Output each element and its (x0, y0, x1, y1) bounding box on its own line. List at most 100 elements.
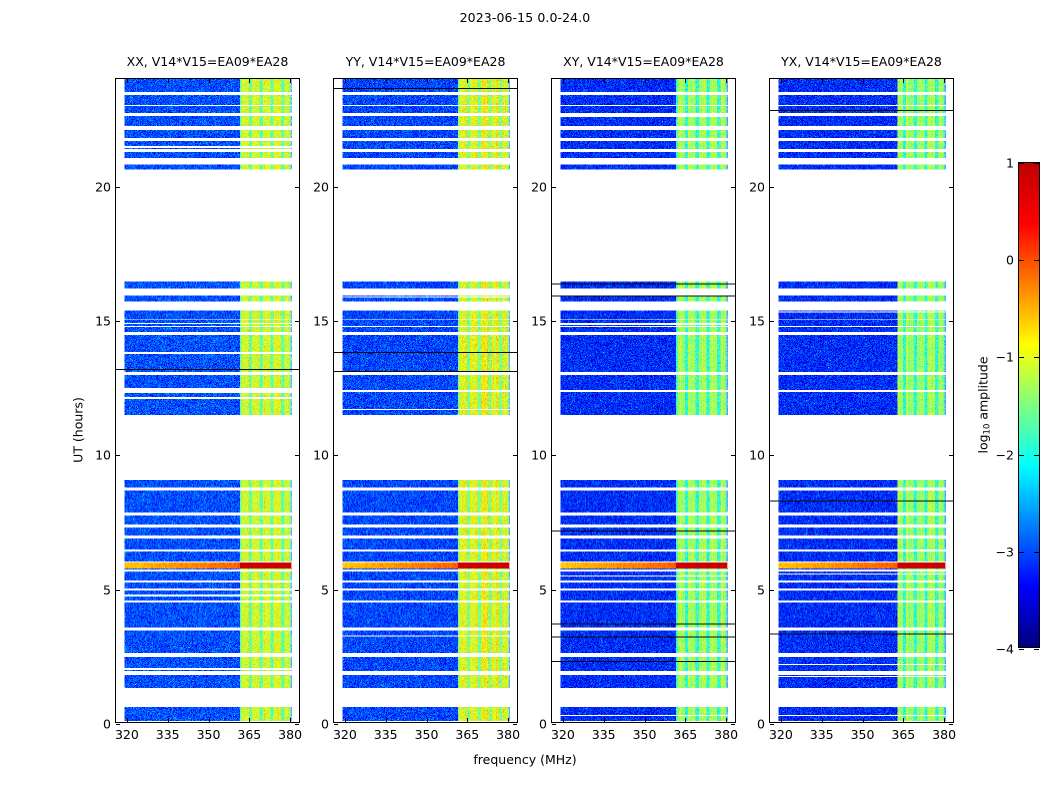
y-tick (949, 455, 953, 457)
x-tick (126, 718, 128, 722)
colorbar-label-prefix: log (975, 434, 991, 454)
x-axis-label: frequency (MHz) (473, 752, 577, 767)
y-tick (731, 724, 735, 725)
x-tick-label: 365 (673, 727, 698, 742)
x-tick (167, 718, 169, 722)
y-tick (513, 455, 517, 457)
x-tick (562, 718, 564, 722)
y-tick (513, 320, 517, 322)
x-tick (944, 718, 946, 722)
colorbar-tick (1034, 649, 1039, 650)
y-tick-label: 0 (757, 716, 765, 732)
x-tick-label: 320 (332, 727, 357, 742)
x-tick (821, 718, 823, 722)
y-tick-label: 20 (749, 179, 765, 194)
y-tick (334, 320, 338, 322)
y-tick (116, 589, 120, 591)
y-tick-label: 5 (103, 582, 111, 598)
y-tick (552, 589, 556, 591)
y-tick-label: 5 (757, 582, 765, 598)
x-tick-label: 365 (891, 727, 916, 742)
y-tick (552, 724, 556, 725)
panel-xx: XX, V14*V15=EA09*EA28 0 5 10 15 20 320 335 350 3… (95, 54, 302, 742)
colorbar-tick (1034, 260, 1039, 262)
y-tick (334, 589, 338, 591)
y-tick-label: 15 (749, 313, 765, 329)
y-tick-label: 20 (313, 179, 329, 194)
y-tick-label: 20 (531, 179, 547, 194)
y-tick (949, 724, 953, 725)
y-tick-label: 0 (539, 716, 547, 732)
colorbar-tick-label: 0 (1006, 252, 1014, 268)
x-tick (467, 718, 469, 722)
x-tick (644, 79, 646, 83)
colorbar-tick (1034, 551, 1039, 553)
x-tick (685, 79, 687, 83)
x-tick-label: 365 (455, 727, 480, 742)
x-tick-label: 380 (714, 727, 739, 742)
y-tick (731, 455, 735, 457)
x-tick (603, 718, 605, 722)
x-tick-label: 350 (632, 727, 657, 742)
y-tick (731, 320, 735, 322)
y-tick (770, 455, 774, 457)
x-tick (385, 718, 387, 722)
x-tick (726, 718, 728, 722)
y-tick (334, 186, 338, 188)
x-tick-label: 380 (278, 727, 303, 742)
x-tick (562, 79, 564, 83)
y-tick (770, 320, 774, 322)
x-tick (208, 718, 210, 722)
panel-title-yy: YY, V14*V15=EA09*EA28 (345, 54, 506, 69)
x-tick (821, 79, 823, 83)
y-tick-label: 5 (321, 582, 329, 598)
x-tick (685, 718, 687, 722)
x-tick (467, 79, 469, 83)
colorbar-tick (1034, 454, 1039, 456)
panel-title-xx: XX, V14*V15=EA09*EA28 (126, 54, 289, 69)
x-tick-label: 320 (768, 727, 793, 742)
x-tick (862, 718, 864, 722)
y-tick-label: 10 (749, 447, 765, 463)
x-tick (167, 79, 169, 83)
x-tick (944, 79, 946, 83)
y-tick-label: 15 (313, 313, 329, 329)
x-tick (862, 79, 864, 83)
y-tick (116, 320, 120, 322)
colorbar-tick (1019, 551, 1024, 553)
x-tick (603, 79, 605, 83)
x-tick (780, 718, 782, 722)
y-tick-label: 15 (531, 313, 547, 329)
x-tick (249, 718, 251, 722)
y-tick-label: 5 (539, 582, 547, 598)
y-tick (295, 320, 299, 322)
panel-title-yx: YX, V14*V15=EA09*EA28 (781, 54, 942, 69)
x-tick (344, 79, 346, 83)
y-tick (116, 455, 120, 457)
x-tick-label: 365 (237, 727, 262, 742)
x-tick (903, 79, 905, 83)
y-tick (295, 455, 299, 457)
y-tick (552, 320, 556, 322)
y-tick (513, 724, 517, 725)
x-tick-label: 380 (932, 727, 957, 742)
x-tick-label: 335 (809, 727, 834, 742)
x-tick-label: 335 (155, 727, 180, 742)
colorbar-tick-label: 1 (1006, 155, 1014, 171)
colorbar-tick (1034, 163, 1039, 164)
x-tick-label: 380 (496, 727, 521, 742)
x-tick (508, 718, 510, 722)
x-tick-label: 320 (550, 727, 575, 742)
colorbar-tick (1034, 357, 1039, 359)
y-tick (513, 589, 517, 591)
x-tick-label: 350 (414, 727, 439, 742)
plot-area-yx: 0 5 10 15 20 320 335 350 365 380 (749, 78, 956, 742)
y-tick (552, 186, 556, 188)
y-tick-label: 0 (103, 716, 111, 732)
y-tick (513, 186, 517, 188)
colorbar-tick-label: −4 (995, 641, 1014, 657)
y-tick (770, 724, 774, 725)
y-tick-label: 15 (95, 313, 111, 329)
plot-area-yy: 0 5 10 15 20 320 335 350 365 380 (313, 78, 520, 742)
panel-yy: YY, V14*V15=EA09*EA28 0 5 10 15 20 320 335 350 3… (313, 54, 520, 742)
